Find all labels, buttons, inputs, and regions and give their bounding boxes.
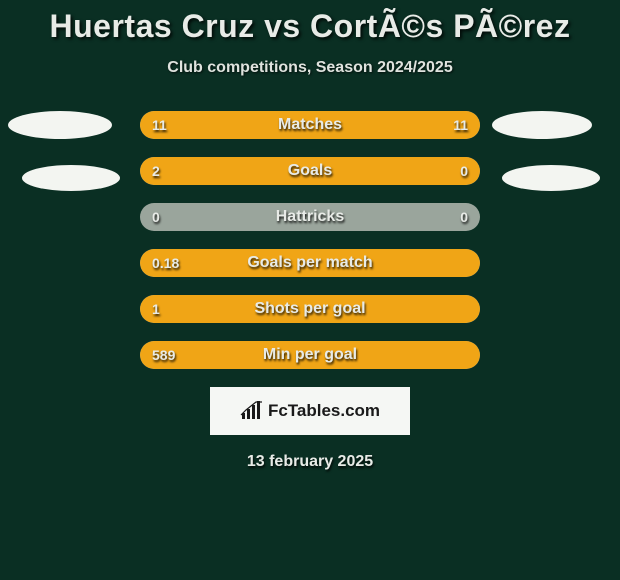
stat-bar-fill-left	[140, 111, 310, 139]
player-avatar-ellipse	[22, 165, 120, 191]
stat-bar-fill-left	[140, 157, 405, 185]
player-avatar-ellipse	[502, 165, 600, 191]
subtitle: Club competitions, Season 2024/2025	[167, 59, 452, 77]
stat-bar-fill-right	[310, 111, 480, 139]
brand-text: FcTables.com	[268, 401, 380, 421]
stat-bar-label: Hattricks	[140, 208, 480, 226]
stat-bar-fill-left	[140, 249, 480, 277]
page-title: Huertas Cruz vs CortÃ©s PÃ©rez	[50, 8, 571, 45]
stat-bar-fill-left	[140, 341, 480, 369]
player-avatar-ellipse	[8, 111, 112, 139]
brand-chart-icon	[240, 401, 264, 421]
stat-bar-value-left: 0	[152, 209, 160, 225]
stat-bar-fill-right	[405, 157, 480, 185]
stat-bar: Shots per goal1	[140, 295, 480, 323]
stat-bar: Min per goal589	[140, 341, 480, 369]
ellipses-layer	[0, 111, 620, 369]
stats-area: Matches1111 Goals20 Hattricks0 0 Goals per m…	[0, 111, 620, 369]
stat-bar: Hattricks0 0	[140, 203, 480, 231]
stat-bar-value-right: 0	[460, 209, 468, 225]
stat-bar: Goals per match0.18	[140, 249, 480, 277]
stat-bar-fill-left	[140, 295, 480, 323]
player-avatar-ellipse	[492, 111, 592, 139]
brand-box: FcTables.com	[210, 387, 410, 435]
date-text: 13 february 2025	[247, 453, 373, 471]
stat-bar: Matches1111	[140, 111, 480, 139]
stat-bar: Goals20	[140, 157, 480, 185]
